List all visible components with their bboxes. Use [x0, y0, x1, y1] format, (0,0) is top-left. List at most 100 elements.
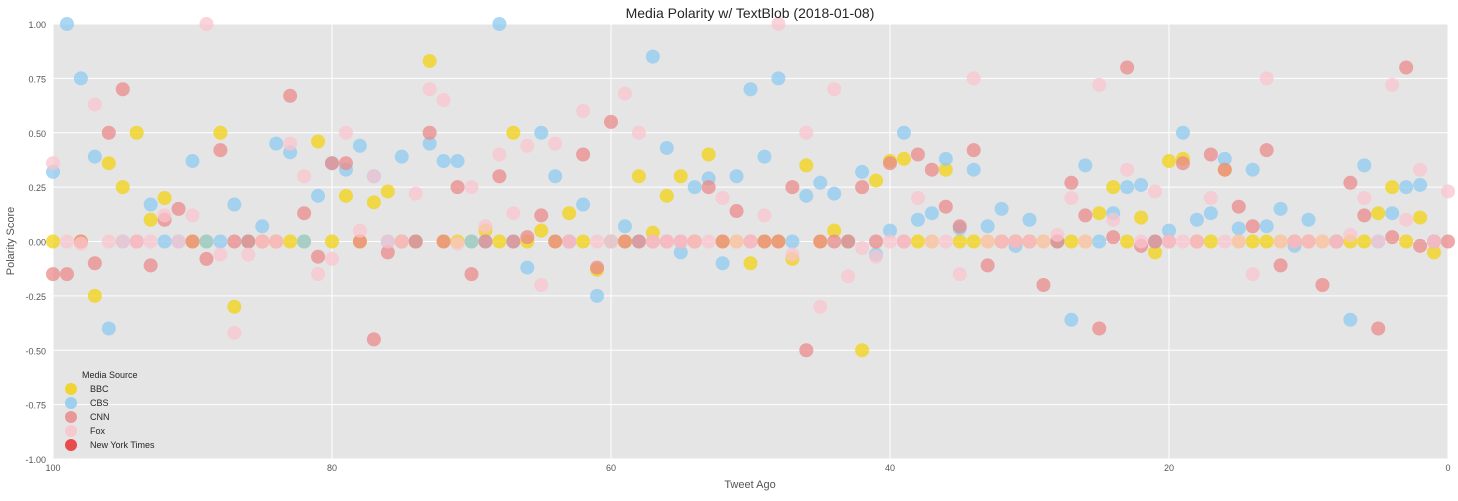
- data-point-cbs: [1022, 212, 1037, 227]
- data-point-cbs: [73, 71, 88, 86]
- data-point-cnn: [757, 234, 772, 249]
- data-point-fox: [994, 234, 1009, 249]
- data-point-cnn: [1231, 199, 1246, 214]
- data-point-cnn: [241, 234, 256, 249]
- data-point-fox: [1106, 212, 1121, 227]
- data-point-fox: [883, 234, 897, 249]
- legend-marker: [65, 439, 77, 451]
- data-point-fox: [325, 251, 339, 266]
- data-point-fox: [157, 208, 172, 223]
- data-point-bbc: [1106, 180, 1121, 195]
- data-point-bbc: [827, 223, 842, 238]
- data-point-cbs: [436, 154, 451, 169]
- data-point-fox: [1092, 77, 1107, 92]
- data-point-fox: [520, 138, 535, 153]
- data-point-cbs: [1078, 158, 1093, 173]
- data-point-fox: [729, 234, 744, 249]
- data-point-cnn: [325, 156, 339, 171]
- data-point-cbs: [855, 164, 870, 179]
- data-point-cbs: [1385, 206, 1400, 221]
- data-point-cnn: [1413, 238, 1428, 253]
- data-point-bbc: [1399, 234, 1414, 249]
- data-point-cnn: [883, 156, 897, 171]
- data-point-cnn: [938, 199, 953, 214]
- data-point-cbs: [213, 234, 228, 249]
- data-point-fox: [1217, 234, 1232, 249]
- data-point-fox: [715, 191, 730, 205]
- data-point-fox: [1357, 191, 1372, 205]
- data-point-fox: [269, 234, 284, 249]
- y-tick-label: 0.50: [28, 129, 46, 139]
- data-point-bbc: [325, 234, 339, 249]
- data-point-fox: [673, 234, 688, 249]
- data-point-fox: [966, 71, 981, 86]
- data-point-fox: [199, 17, 214, 31]
- data-point-cnn: [631, 234, 646, 249]
- data-point-cnn: [338, 156, 353, 171]
- data-point-cbs: [980, 219, 995, 234]
- legend-marker: [65, 397, 77, 409]
- data-point-cbs: [715, 256, 730, 271]
- data-point-fox: [492, 147, 507, 162]
- data-point-fox: [101, 234, 116, 249]
- y-tick-label: 0.75: [28, 74, 46, 84]
- data-point-cbs: [394, 149, 409, 164]
- data-point-bbc: [910, 234, 925, 249]
- data-point-bbc: [129, 125, 144, 140]
- data-point-cbs: [352, 138, 367, 153]
- data-point-cbs: [297, 234, 312, 249]
- data-point-fox: [869, 249, 884, 264]
- data-point-fox: [590, 234, 605, 249]
- data-point-fox: [338, 125, 353, 140]
- data-point-fox: [227, 325, 242, 340]
- data-point-cbs: [450, 154, 465, 169]
- data-point-cnn: [1217, 162, 1232, 177]
- data-point-fox: [1399, 212, 1414, 227]
- data-point-fox: [1064, 191, 1079, 205]
- data-point-cbs: [576, 197, 591, 212]
- data-point-cnn: [910, 147, 925, 162]
- x-tick-label: 80: [327, 463, 337, 473]
- data-point-bbc: [673, 169, 688, 184]
- data-point-cnn: [59, 267, 74, 282]
- data-point-fox: [171, 234, 186, 249]
- data-point-cnn: [534, 208, 549, 223]
- data-point-cnn: [520, 230, 535, 245]
- data-point-bbc: [659, 188, 674, 203]
- data-point-cbs: [729, 169, 744, 184]
- data-point-fox: [785, 247, 800, 262]
- data-point-cbs: [1245, 162, 1260, 177]
- data-point-cnn: [1078, 208, 1093, 223]
- data-point-fox: [938, 234, 953, 249]
- legend-marker: [65, 425, 77, 437]
- data-point-fox: [297, 169, 312, 184]
- data-point-fox: [980, 234, 995, 249]
- data-point-cbs: [1413, 177, 1428, 192]
- data-point-fox: [87, 97, 102, 112]
- data-point-fox: [185, 208, 200, 223]
- legend-marker: [65, 411, 77, 423]
- data-point-fox: [1036, 234, 1051, 249]
- data-point-bbc: [338, 188, 353, 203]
- data-point-cbs: [757, 149, 772, 164]
- data-point-cnn: [408, 234, 423, 249]
- data-point-cnn: [506, 234, 521, 249]
- data-point-cbs: [1203, 206, 1218, 221]
- data-point-fox: [841, 269, 856, 284]
- data-point-fox: [1385, 77, 1400, 92]
- x-tick-label: 0: [1445, 463, 1450, 473]
- data-point-fox: [129, 234, 144, 249]
- data-point-fox: [645, 234, 660, 249]
- data-point-cnn: [199, 251, 214, 266]
- data-point-fox: [1371, 234, 1386, 249]
- data-point-bbc: [283, 234, 298, 249]
- data-point-cbs: [548, 169, 563, 184]
- data-point-bbc: [1162, 154, 1176, 169]
- data-point-bbc: [115, 180, 130, 195]
- data-point-cnn: [841, 234, 856, 249]
- data-point-cbs: [520, 260, 535, 275]
- data-point-fox: [143, 234, 158, 249]
- data-point-fox: [46, 156, 60, 171]
- data-point-fox: [659, 234, 674, 249]
- x-tick-label: 60: [606, 463, 616, 473]
